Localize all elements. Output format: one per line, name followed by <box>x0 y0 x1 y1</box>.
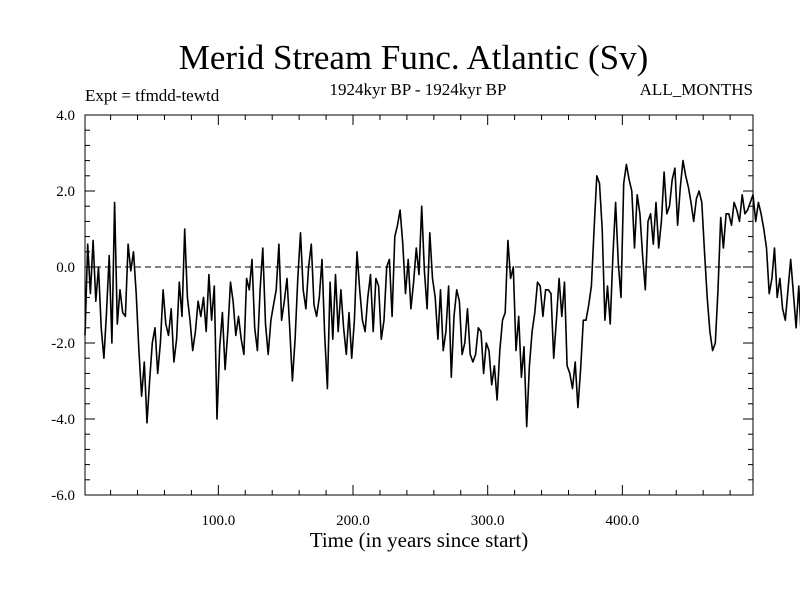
axis-tick-labels: 100.0 200.0 300.0 400.0 -6.0 -4.0 -2.0 0.0 2.0 4.… <box>51 108 639 529</box>
y-tick-label: 4.0 <box>56 108 75 124</box>
y-tick-label: -6.0 <box>51 488 75 504</box>
x-tick-label: 200.0 <box>336 513 370 529</box>
axis-ticks <box>85 114 753 496</box>
chart-title: Merid Stream Func. Atlantic (Sv) <box>178 38 649 77</box>
plot-frame <box>84 114 754 496</box>
experiment-label: Expt = tfmdd-tewtd <box>85 86 220 105</box>
y-tick-label: 2.0 <box>56 184 75 200</box>
x-axis-label: Time (in years since start) <box>309 528 529 552</box>
y-tick-label: -2.0 <box>51 336 75 352</box>
x-tick-label: 400.0 <box>605 513 639 529</box>
x-tick-label: 300.0 <box>471 513 505 529</box>
chart-subtitle: 1924kyr BP - 1924kyr BP <box>329 80 507 99</box>
y-tick-label: -4.0 <box>51 412 75 428</box>
y-tick-label: 0.0 <box>56 260 75 276</box>
series-line <box>84 159 800 428</box>
period-label: ALL_MONTHS <box>639 80 753 99</box>
x-tick-label: 100.0 <box>201 513 235 529</box>
